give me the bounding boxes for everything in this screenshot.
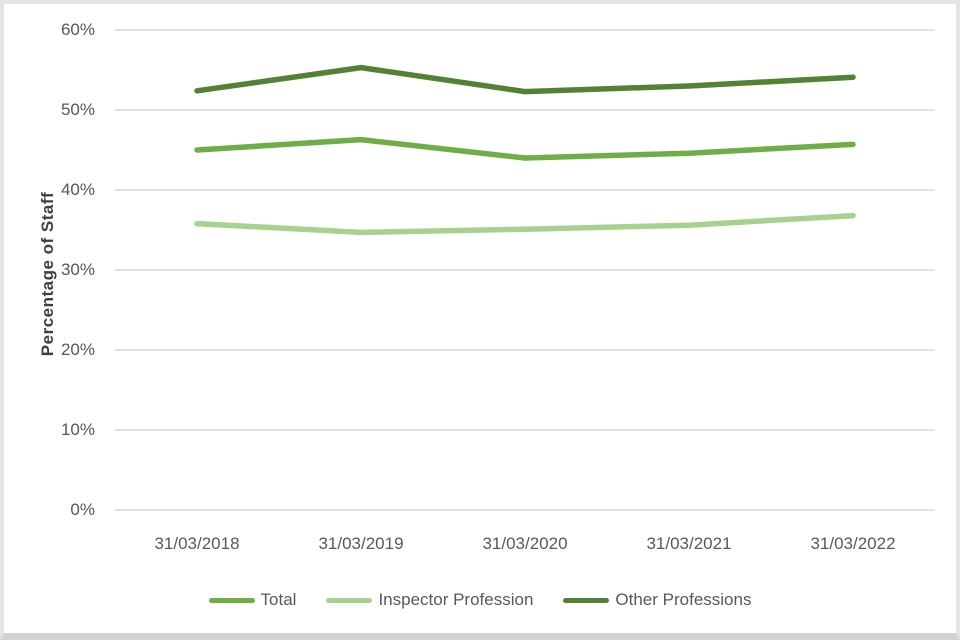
- y-tick-label: 50%: [60, 100, 95, 119]
- chart-legend: Total Inspector Profession Other Professio…: [4, 590, 956, 610]
- y-tick-label: 20%: [60, 340, 95, 359]
- x-tick-label: 31/03/2018: [154, 534, 240, 553]
- y-tick-label: 40%: [60, 180, 95, 199]
- y-tick-label: 30%: [60, 260, 95, 279]
- x-tick-label: 31/03/2021: [646, 534, 732, 553]
- x-tick-label: 31/03/2020: [482, 534, 568, 553]
- legend-item-total: Total: [208, 590, 297, 610]
- legend-label: Inspector Profession: [378, 590, 534, 609]
- legend-item-other-professions: Other Professions: [563, 590, 751, 610]
- y-tick-label: 60%: [60, 20, 95, 39]
- legend-item-inspector-profession: Inspector Profession: [326, 590, 533, 610]
- y-tick-label: 10%: [60, 420, 95, 439]
- legend-line-swatch-icon: [208, 597, 255, 603]
- series-line-other-professions: [194, 64, 856, 95]
- series-line-inspector-profession: [194, 212, 856, 236]
- x-tick-label: 31/03/2022: [810, 534, 896, 553]
- legend-label: Other Professions: [615, 590, 752, 609]
- x-tick-label: 31/03/2019: [318, 534, 404, 553]
- series-line-total: [194, 136, 856, 161]
- y-tick-label: 0%: [70, 500, 95, 519]
- legend-line-swatch-icon: [326, 597, 373, 603]
- legend-line-swatch-icon: [563, 597, 610, 603]
- legend-label: Total: [260, 590, 297, 609]
